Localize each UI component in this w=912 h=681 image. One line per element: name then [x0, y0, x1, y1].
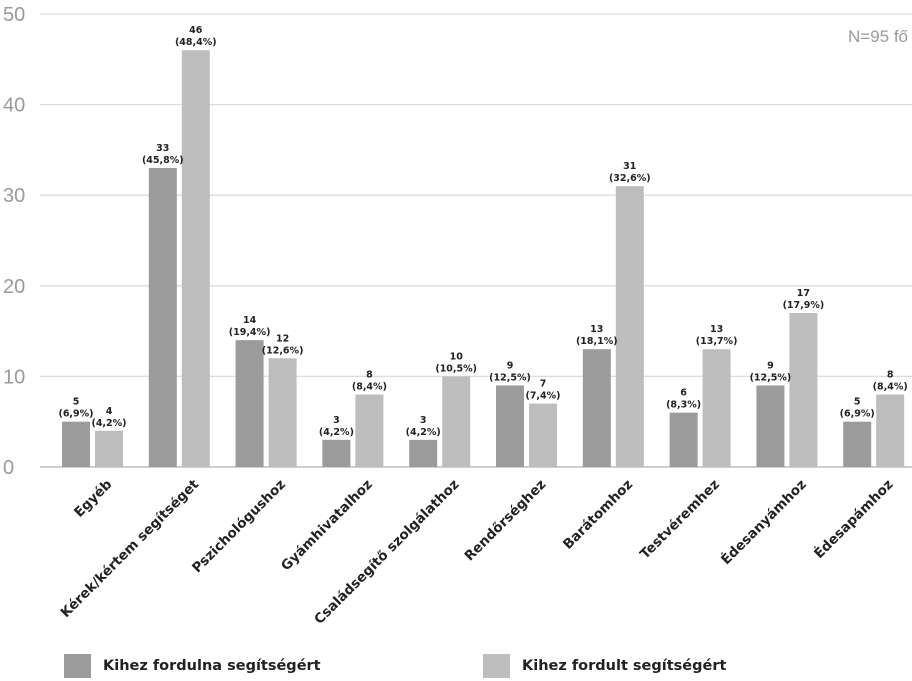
data-label-percent: (4,2%): [319, 427, 354, 438]
category-label: Testvéremhez: [637, 476, 723, 562]
bar: [95, 430, 123, 467]
bar: [756, 385, 785, 467]
legend-swatch-series-1: [64, 654, 91, 678]
category-label: Családsegítő szolgálathoz: [311, 476, 462, 627]
category-label: Édesapámhoz: [810, 476, 896, 562]
data-label-value: 5: [73, 397, 80, 408]
data-label-percent: (6,9%): [58, 409, 93, 420]
bar: [876, 394, 905, 467]
bars: [62, 50, 905, 468]
data-label-percent: (48,4%): [175, 37, 217, 48]
bar: [496, 385, 524, 467]
bar: [442, 376, 471, 467]
data-label-percent: (4,2%): [406, 427, 441, 438]
bar: [789, 312, 818, 467]
category-label: Édesanyámhoz: [717, 476, 809, 568]
y-tick-label: 50: [3, 4, 25, 26]
data-label-percent: (8,3%): [666, 400, 701, 411]
data-label-value: 3: [333, 415, 340, 426]
bar: [582, 349, 611, 467]
bar: [615, 186, 644, 467]
data-label-percent: (12,5%): [750, 372, 792, 383]
category-label: Barátomhoz: [560, 476, 636, 552]
data-label-percent: (6,9%): [840, 409, 875, 420]
data-label-value: 6: [680, 388, 687, 399]
bar: [322, 439, 351, 467]
data-label-percent: (7,4%): [525, 391, 560, 402]
data-label-value: 9: [507, 360, 514, 371]
bar: [62, 421, 90, 467]
legend-label-series-2: Kihez fordult segítségért: [522, 658, 727, 674]
data-label-value: 13: [710, 324, 723, 335]
data-label-value: 4: [106, 406, 113, 417]
category-label: Pszichológushoz: [189, 476, 289, 576]
bar: [669, 412, 698, 467]
data-label-value: 31: [623, 161, 636, 172]
sample-size-note: N=95 fő: [848, 27, 908, 46]
data-label-percent: (13,7%): [696, 336, 738, 347]
data-label-value: 33: [156, 143, 169, 154]
legend-swatch-series-2: [483, 654, 510, 678]
category-label: Egyéb: [71, 476, 115, 520]
data-label-percent: (18,1%): [576, 336, 618, 347]
legend-item-series-2: Kihez fordult segítségért: [483, 652, 726, 680]
data-label-value: 7: [540, 379, 547, 390]
data-label-percent: (12,5%): [489, 372, 531, 383]
bar: [181, 50, 210, 468]
y-tick-label: 10: [3, 366, 25, 388]
data-label-percent: (4,2%): [91, 418, 126, 429]
bar: [268, 358, 297, 467]
data-labels: 5(6,9%) 4(4,2%)33(45,8%)46(48,4%)14(19,4%…: [58, 25, 907, 438]
data-label-value: 8: [366, 370, 373, 381]
data-label-percent: (10,5%): [435, 363, 477, 374]
data-label-percent: (45,8%): [142, 155, 184, 166]
y-axis-ticks: 0 10 20 30 40 50: [3, 4, 25, 479]
bar: [355, 394, 384, 467]
data-label-percent: (8,4%): [873, 382, 908, 393]
data-label-value: 5: [854, 397, 861, 408]
data-label-percent: (8,4%): [352, 382, 387, 393]
category-label: Kérek/kértem segítséget: [58, 476, 203, 621]
bar: [843, 421, 872, 467]
data-label-value: 10: [450, 351, 464, 362]
data-label-value: 14: [243, 315, 257, 326]
bar: [702, 349, 731, 467]
bar: [148, 168, 177, 467]
data-label-value: 3: [420, 415, 427, 426]
data-label-value: 8: [887, 370, 894, 381]
data-label-value: 46: [189, 25, 203, 36]
y-tick-label: 20: [3, 276, 25, 298]
data-label-percent: (12,6%): [262, 345, 304, 356]
data-label-percent: (19,4%): [229, 327, 271, 338]
y-tick-label: 40: [3, 95, 25, 117]
bar: [409, 439, 438, 467]
data-label-value: 12: [276, 333, 289, 344]
data-label-percent: (17,9%): [783, 300, 825, 311]
bar: [235, 340, 264, 467]
category-label: Gyámhivatalhoz: [278, 476, 376, 574]
data-label-value: 17: [797, 288, 810, 299]
y-tick-label: 0: [3, 457, 14, 479]
bar: [529, 403, 557, 467]
data-label-value: 9: [767, 360, 774, 371]
category-label: Rendőrséghez: [461, 476, 549, 564]
legend-label-series-1: Kihez fordulna segítségért: [103, 658, 321, 674]
data-label-value: 13: [590, 324, 603, 335]
legend-item-series-1: Kihez fordulna segítségért: [64, 652, 321, 680]
y-tick-label: 30: [3, 185, 25, 207]
data-label-percent: (32,6%): [609, 173, 651, 184]
